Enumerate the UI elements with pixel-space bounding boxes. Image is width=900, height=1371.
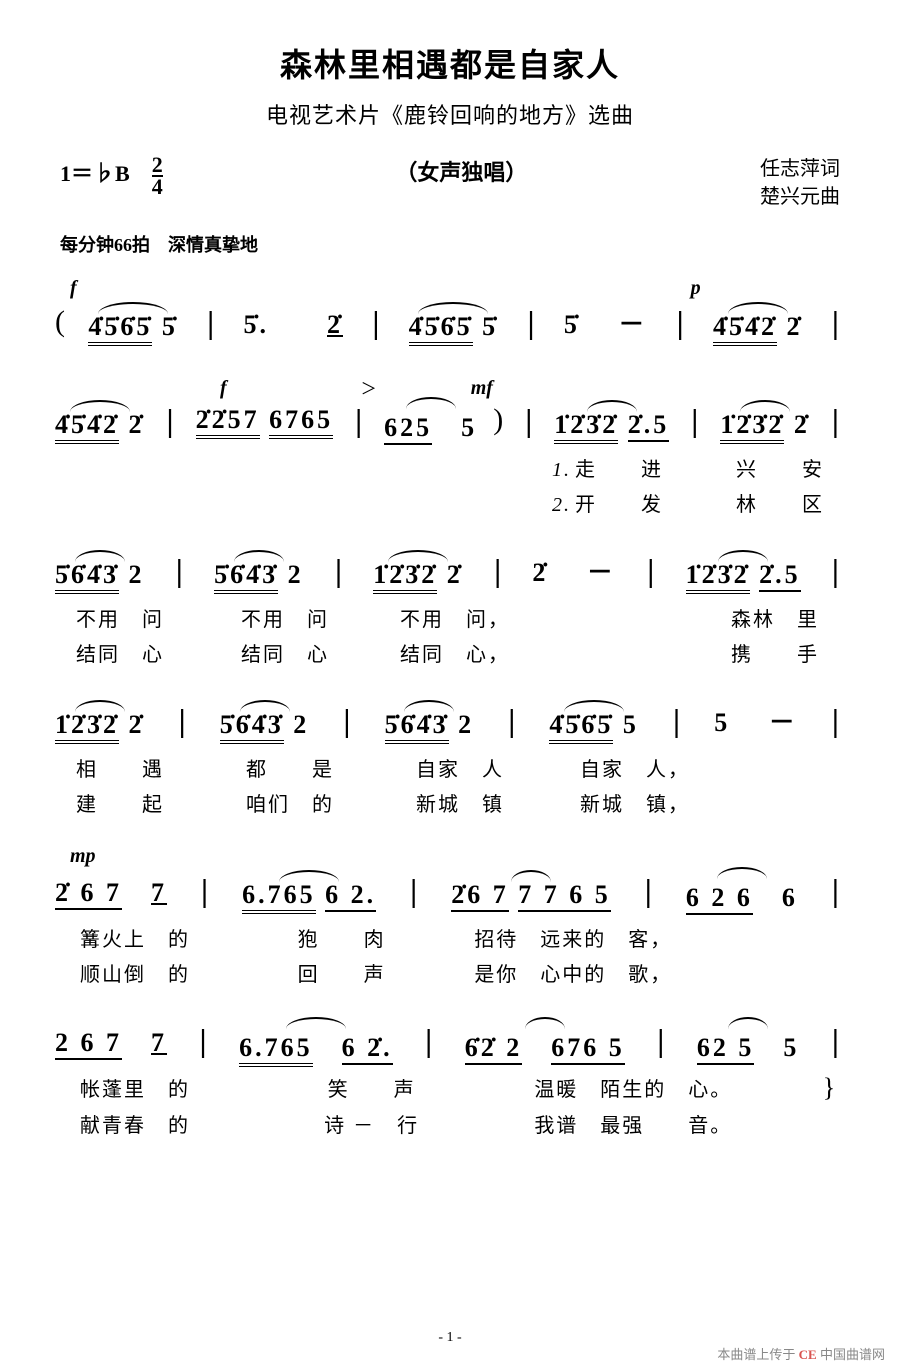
credits: 任志萍词 楚兴元曲: [760, 155, 840, 211]
lyric-line-2: 顺山倒 的 回 声 是你 心中的 歌，: [50, 958, 850, 987]
dynamic-marking: mp: [60, 845, 96, 867]
lyric-line-2: 建 起 咱们 的 新城 镇 新城 镇，: [50, 788, 850, 817]
footer-logo-icon: CE: [799, 1347, 817, 1362]
tempo-marking: 每分钟66拍 深情真挚地: [50, 231, 850, 257]
lyricist: 任志萍词: [760, 155, 840, 183]
lyric-line-1: 不用 问 不用 问 不用 问， 森林 里: [50, 603, 850, 632]
notation-row: f p ( 4̇5̇6̇5̇ 5̇ | 5̇. 2̇ | 4̇5̇6̇5̇ 5̇…: [50, 277, 850, 347]
lyric-line-1: 帐蓬里 的 笑 声 温暖 陌生的 心。 }: [50, 1073, 850, 1103]
lyric-line-1: 相 遇 都 是 自家 人 自家 人，: [50, 753, 850, 782]
lyric-line-2: 结同 心 结同 心 结同 心， 携 手: [50, 638, 850, 667]
song-title: 森林里相遇都是自家人: [50, 40, 850, 86]
paren-close: ): [493, 403, 503, 437]
dynamic-marking: p: [681, 277, 701, 299]
dynamic-marking: f: [210, 377, 227, 399]
notation-row: 2 6 7 7 | 6.765 6 2̇. | 6̇2̇ 2 676 5 | 6…: [50, 1015, 850, 1138]
notation-row: f ＞ mf 4̇5̇4̇2̇ 2̇ | 2̇2̇57 6765 | 625 5…: [50, 375, 850, 517]
lyric-line-1: 1.走 进 兴 安: [50, 453, 850, 482]
page-number: - 1 -: [438, 1330, 461, 1346]
key-time-signature: 1＝♭B 24: [60, 155, 163, 197]
paren-open: (: [55, 305, 65, 339]
header-meta: 1＝♭B 24 （女声独唱） 任志萍词 楚兴元曲: [50, 155, 850, 211]
notation-row: mp 2̇ 6 7 7 | 6.765 6 2. | 2̇6 7 7 7 6 5…: [50, 845, 850, 987]
song-subtitle: 电视艺术片《鹿铃回响的地方》选曲: [50, 98, 850, 130]
voice-type: （女声独唱）: [395, 155, 527, 187]
composer: 楚兴元曲: [760, 183, 840, 211]
notation-row: 1̇2̇3̇2̇ 2̇ | 5̇6̇4̇3̇ 2 | 5̇6̇4̇3̇ 2 | …: [50, 695, 850, 817]
notation-area: f p ( 4̇5̇6̇5̇ 5̇ | 5̇. 2̇ | 4̇5̇6̇5̇ 5̇…: [50, 277, 850, 1138]
lyric-line-2: 献青春 的 诗 － 行 我谱 最强 音。: [50, 1109, 850, 1138]
dynamic-marking: f: [60, 277, 77, 299]
lyric-line-1: 篝火上 的 狍 肉 招待 远来的 客，: [50, 923, 850, 952]
footer-credit: 本曲谱上传于 CE 中国曲谱网: [717, 1344, 885, 1363]
notation-row: 5̇6̇4̇3̇ 2 | 5̇6̇4̇3̇ 2 | 1̇2̇3̇2̇ 2̇ | …: [50, 545, 850, 667]
lyric-line-2: 2.开 发 林 区: [50, 488, 850, 517]
